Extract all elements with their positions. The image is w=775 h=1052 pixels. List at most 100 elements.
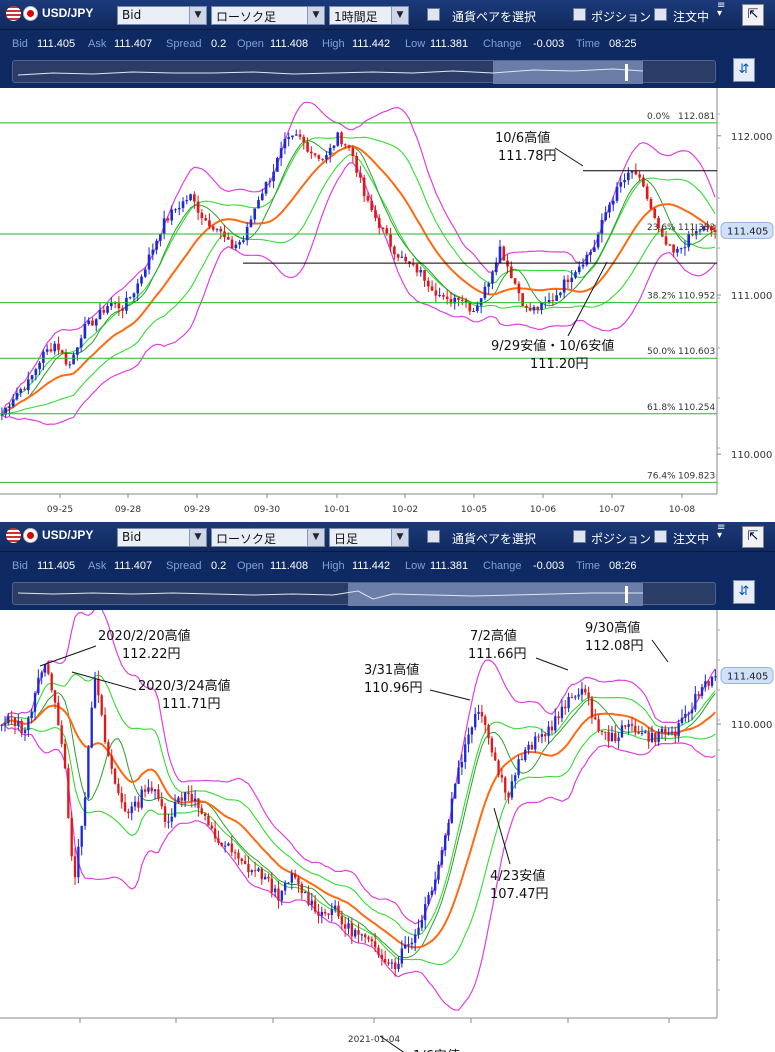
candle-body: [408, 261, 411, 264]
candle-body: [217, 838, 220, 843]
detach-button[interactable]: ⇱: [742, 526, 764, 548]
candle: [487, 281, 491, 295]
menu-icon[interactable]: ≡ ▾: [717, 522, 726, 541]
candle-body: [310, 900, 313, 905]
hourly-chart-canvas[interactable]: 0.0% 112.081 23.6% 111.383 38.2% 110.952 50.0%…: [0, 88, 775, 520]
candle: [430, 280, 434, 292]
current-price-label: 111.405: [727, 672, 768, 683]
chevron-down-icon: ▼: [391, 7, 408, 24]
candle-body: [623, 180, 626, 183]
candle: [283, 880, 287, 896]
candle: [366, 192, 370, 203]
candle: [173, 794, 177, 818]
candle-body: [710, 676, 714, 686]
candle-body: [668, 244, 672, 246]
fib-level-label: 50.0%: [647, 347, 676, 357]
candle: [177, 201, 181, 216]
candle: [50, 672, 53, 693]
candle: [57, 336, 60, 355]
position-checkbox[interactable]: [573, 530, 586, 543]
timeframe-select[interactable]: 日足 ▼: [329, 528, 409, 547]
x-tick-label: 10-06: [530, 505, 556, 515]
candle-body: [445, 296, 449, 299]
detach-button[interactable]: ⇱: [742, 4, 764, 26]
currency-pair-label[interactable]: USD/JPY: [6, 6, 93, 25]
candle: [410, 937, 414, 950]
navigator-window[interactable]: [493, 61, 643, 84]
candle-body: [664, 728, 667, 734]
candle-body: [93, 678, 97, 708]
candle-body: [107, 742, 110, 756]
candle-body: [667, 732, 670, 734]
candle-body: [247, 864, 250, 873]
chart-style-select[interactable]: ローソク足 ▼: [211, 528, 325, 547]
navigator-sparkline: [17, 583, 643, 606]
candle: [513, 278, 517, 286]
order-checkbox[interactable]: [654, 8, 667, 21]
candle-body: [434, 879, 437, 891]
candle-body: [8, 406, 11, 409]
us-flag-icon: [6, 6, 21, 22]
candle: [645, 183, 649, 201]
bid-value: 111.405: [37, 560, 76, 572]
candle-body: [333, 905, 337, 910]
timeframe-select[interactable]: 1時間足 ▼: [329, 6, 409, 25]
chart-style-select[interactable]: ローソク足 ▼: [211, 6, 325, 25]
candle: [498, 239, 502, 264]
scroll-latest-button[interactable]: ⇵: [733, 580, 755, 604]
fib-price-label: 111.383: [678, 223, 715, 233]
candle: [63, 738, 67, 770]
annotation-arrow: [429, 689, 471, 701]
annotation-arrow: [651, 639, 669, 663]
candle-body: [263, 876, 267, 880]
candle: [642, 174, 645, 188]
candle-body: [540, 302, 543, 310]
candle-body: [242, 240, 245, 242]
candle-body: [20, 720, 23, 734]
navigator-handle[interactable]: [625, 64, 628, 81]
candle: [233, 849, 237, 860]
scroll-latest-button[interactable]: ⇵: [733, 58, 755, 82]
candle: [500, 768, 504, 783]
candle-body: [567, 696, 570, 709]
select-pair-label[interactable]: 通貨ペアを選択: [452, 10, 537, 24]
annotation: 9/30高値 112.08円: [585, 620, 669, 663]
candle: [351, 145, 355, 163]
select-pair-label[interactable]: 通貨ペアを選択: [452, 532, 537, 546]
annotation: 1/6安値102.59円: [379, 1035, 460, 1052]
daily-chart-canvas[interactable]: 110.000 111.405 2021-01-04 2020/2/20高値 112…: [0, 610, 775, 1052]
candle: [707, 679, 710, 690]
candle: [640, 726, 644, 736]
bollinger-lower-2sigma: [1, 724, 716, 1011]
candle-body: [234, 244, 238, 249]
order-checkbox[interactable]: [654, 530, 667, 543]
select-pair-checkbox[interactable]: [427, 8, 440, 21]
price-type-select[interactable]: Bid ▼: [117, 528, 207, 547]
position-checkbox[interactable]: [573, 8, 586, 21]
chevron-down-icon: ▼: [189, 529, 206, 546]
currency-pair-label[interactable]: USD/JPY: [6, 528, 93, 547]
candle-body: [504, 777, 507, 793]
candle: [457, 760, 460, 784]
annotation-title: 7/2高値: [470, 628, 517, 644]
high-value: 111.442: [352, 38, 391, 50]
candle: [276, 156, 279, 172]
chart-navigator[interactable]: [12, 60, 716, 84]
select-pair-checkbox[interactable]: [427, 530, 440, 543]
price-type-select[interactable]: Bid ▼: [117, 6, 207, 25]
candle-body: [23, 389, 26, 391]
annotation: 2020/2/20高値 112.22円: [39, 628, 191, 667]
candle: [193, 191, 196, 209]
candle: [283, 132, 287, 155]
candle: [567, 692, 570, 713]
candle-body: [400, 256, 404, 258]
chart-navigator[interactable]: [12, 582, 716, 606]
candle-body: [253, 208, 257, 220]
menu-icon[interactable]: ≡ ▾: [717, 0, 726, 19]
candle: [15, 387, 19, 401]
navigator-window[interactable]: [348, 583, 643, 606]
candle-body: [604, 212, 607, 220]
navigator-handle[interactable]: [625, 586, 628, 603]
candle: [630, 717, 634, 732]
candle-body: [87, 320, 91, 324]
